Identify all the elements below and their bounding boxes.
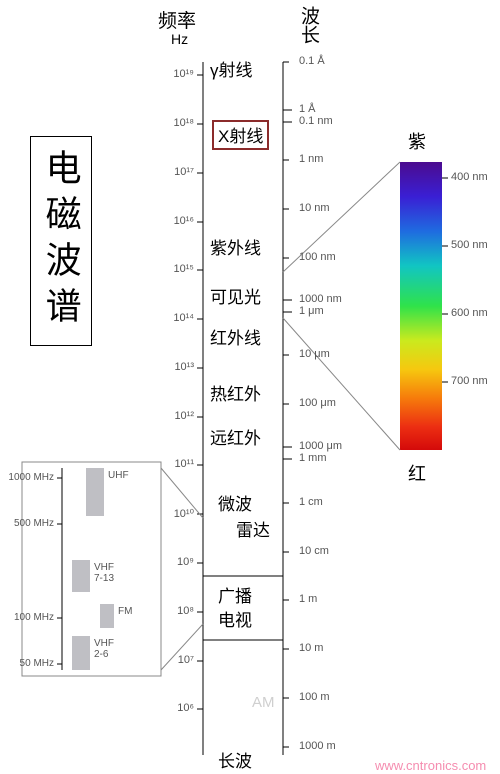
visible-tick-label: 500 nm (451, 239, 488, 251)
radio-tick-label: 50 MHz (20, 658, 54, 669)
band-label: 雷达 (236, 516, 270, 541)
wavelength-header: 波长 (295, 6, 322, 44)
freq-tick-label: 10⁶ (177, 702, 194, 714)
freq-tick-label: 10¹⁵ (174, 263, 194, 275)
visible-tick-label: 700 nm (451, 375, 488, 387)
band-label: 长波 (218, 747, 252, 772)
band-label: AM (252, 694, 275, 711)
radio-band-label: 2-6 (94, 649, 108, 660)
freq-header: 频率 (158, 6, 196, 33)
band-label: X射线 (212, 120, 269, 150)
band-label: 广播 (218, 582, 252, 607)
wave-tick-label: 10 cm (299, 545, 329, 557)
visible-tick-label: 400 nm (451, 171, 488, 183)
radio-band-label: VHF (94, 638, 114, 649)
wave-tick-label: 1000 m (299, 740, 336, 752)
hz-header: Hz (171, 31, 188, 47)
band-label: 远红外 (210, 424, 261, 449)
wave-tick-label: 100 m (299, 691, 330, 703)
radio-band-label: FM (118, 606, 132, 617)
freq-tick-label: 10⁹ (177, 556, 194, 568)
wave-tick-label: 1 μm (299, 305, 324, 317)
band-label: 电视 (218, 606, 252, 631)
radio-band-label: UHF (108, 470, 129, 481)
freq-tick-label: 10¹³ (174, 361, 194, 373)
radio-band-label: 7-13 (94, 573, 114, 584)
radio-band-bar (72, 560, 90, 592)
band-label: 紫外线 (210, 234, 261, 259)
wave-tick-label: 1 Å (299, 103, 316, 115)
wave-tick-label: 1000 μm (299, 440, 342, 452)
visible-spectrum-bar (400, 162, 442, 450)
freq-tick-label: 10⁷ (178, 654, 194, 666)
wave-tick-label: 10 m (299, 642, 323, 654)
radio-band-bar (100, 604, 114, 628)
freq-tick-label: 10¹⁶ (174, 215, 194, 227)
band-label: 热红外 (210, 380, 261, 405)
freq-tick-label: 10¹⁴ (173, 312, 194, 324)
band-label: 可见光 (210, 283, 261, 308)
title-box: 电磁波谱 (30, 136, 92, 346)
band-label: γ射线 (210, 56, 253, 81)
radio-band-bar (72, 636, 90, 670)
visible-tick-label: 600 nm (451, 307, 488, 319)
watermark: www.cntronics.com (375, 758, 486, 773)
wave-tick-label: 100 nm (299, 251, 336, 263)
freq-tick-label: 10¹² (174, 410, 194, 422)
wave-tick-label: 1000 nm (299, 293, 342, 305)
radio-tick-label: 500 MHz (14, 518, 54, 529)
band-label: 微波 (218, 490, 252, 515)
radio-tick-label: 1000 MHz (8, 472, 54, 483)
band-label: 红外线 (210, 324, 261, 349)
wave-tick-label: 100 μm (299, 397, 336, 409)
wave-tick-label: 10 nm (299, 202, 330, 214)
wave-tick-label: 0.1 nm (299, 115, 333, 127)
freq-tick-label: 10¹⁰ (174, 507, 194, 520)
radio-tick-label: 100 MHz (14, 612, 54, 623)
wave-tick-label: 1 mm (299, 452, 327, 464)
wave-tick-label: 0.1 Å (299, 55, 325, 67)
visible-top-label: 紫 (408, 128, 426, 154)
wave-tick-label: 1 nm (299, 153, 323, 165)
freq-tick-label: 10¹⁸ (173, 117, 194, 129)
radio-band-bar (86, 468, 104, 516)
freq-tick-label: 10⁸ (177, 605, 194, 617)
wave-tick-label: 10 μm (299, 348, 330, 360)
freq-tick-label: 10¹⁹ (173, 68, 194, 80)
freq-tick-label: 10¹¹ (174, 458, 194, 470)
freq-tick-label: 10¹⁷ (174, 166, 194, 178)
wave-tick-label: 1 m (299, 593, 317, 605)
radio-band-label: VHF (94, 562, 114, 573)
visible-bottom-label: 红 (408, 460, 426, 486)
visible-leader (283, 318, 400, 450)
wave-tick-label: 1 cm (299, 496, 323, 508)
